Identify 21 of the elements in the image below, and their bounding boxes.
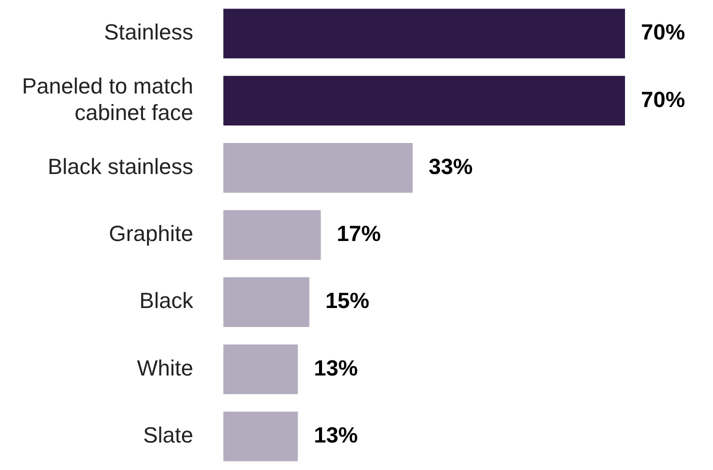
bar <box>223 210 321 260</box>
bar <box>223 8 625 58</box>
data-label: 70% <box>641 86 686 112</box>
bar <box>223 143 413 193</box>
bar <box>223 277 310 327</box>
data-label: 33% <box>428 154 473 179</box>
data-label: 70% <box>641 20 686 45</box>
bar <box>223 344 298 394</box>
data-label: 13% <box>314 355 358 380</box>
bar <box>223 76 625 126</box>
y-tick-label: Black <box>139 288 194 314</box>
y-tick-label: White <box>136 355 194 380</box>
y-tick-label: Black stainless <box>48 154 194 179</box>
bar <box>223 412 298 462</box>
data-label: 13% <box>314 422 358 448</box>
data-label: 15% <box>325 288 370 314</box>
y-tick-label: Stainless <box>104 20 194 45</box>
y-tick-label: Slate <box>143 422 194 448</box>
data-label: 17% <box>336 221 381 246</box>
y-tick-label: Paneled to match cabinet face <box>22 74 194 125</box>
y-tick-label: Graphite <box>108 221 194 246</box>
